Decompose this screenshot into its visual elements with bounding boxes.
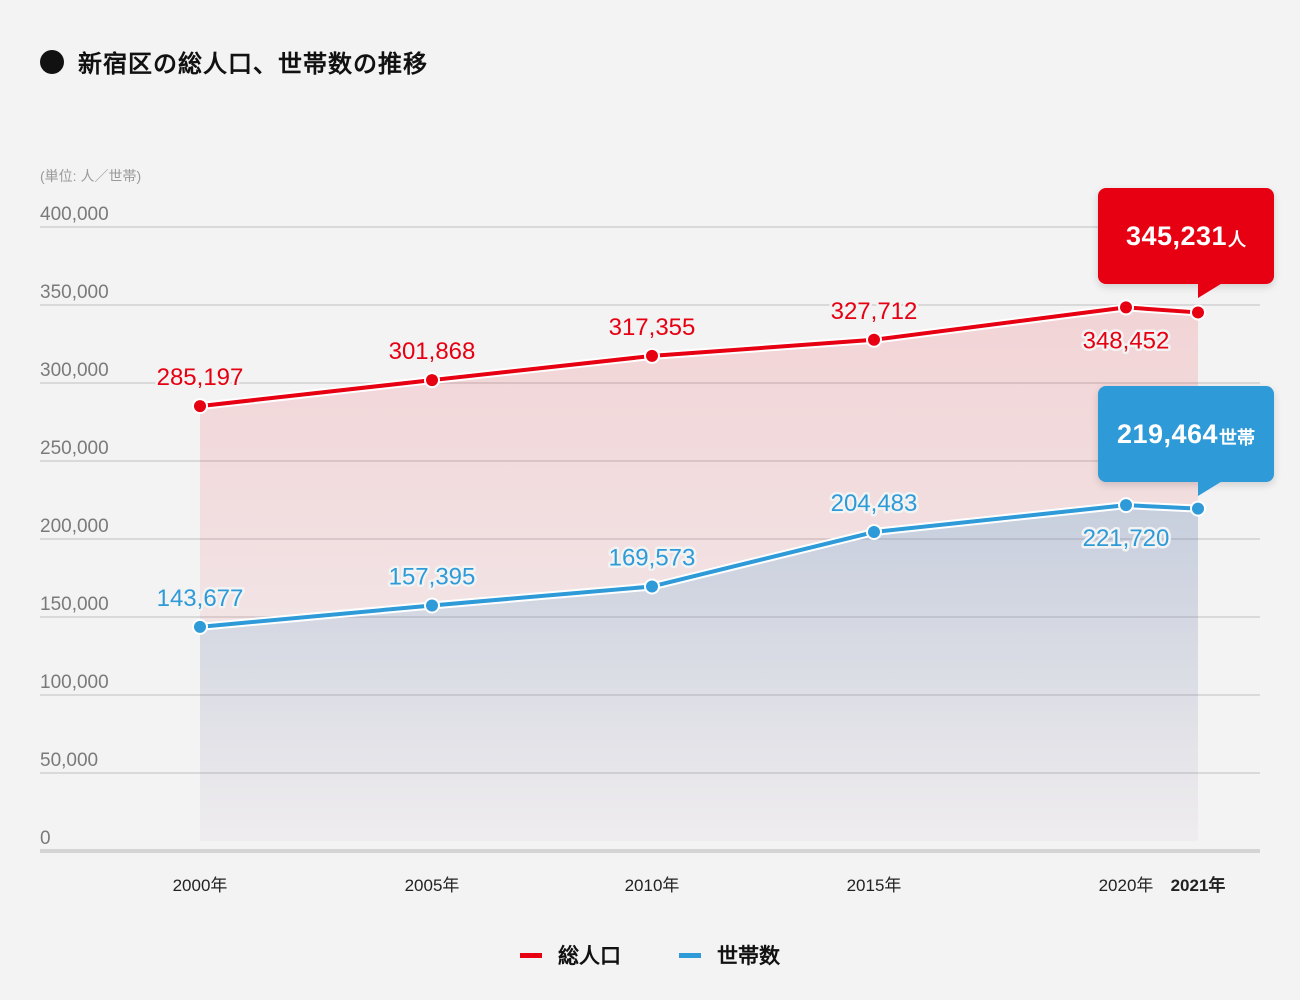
population-data-point [194,400,206,413]
x-tick-label: 2020年 [1099,876,1154,895]
households-data-label: 157,395 [389,563,476,590]
legend-swatch-population [520,952,542,958]
households-data-point [194,620,206,633]
y-tick-label: 100,000 [40,672,109,693]
x-tick-label: 2015年 [847,876,902,895]
population-data-label: 327,712 [831,298,918,325]
households-data-label: 204,483 [831,490,918,517]
y-tick-label: 0 [40,828,51,849]
x-axis: 2000年 2005年 2010年 2015年 2020年 2021年 [173,875,1226,895]
legend-label: 総人口 [558,944,621,968]
legend-swatch-households [679,952,701,958]
population-data-point [646,349,658,362]
callout-tail [1198,282,1224,298]
line-layer [192,299,1206,635]
population-line [199,305,1199,409]
x-tick-label: 2010年 [625,876,680,895]
y-tick-label: 300,000 [40,360,109,381]
population-callout: 345,231 人 [1098,188,1274,298]
population-data-label: 317,355 [609,314,696,341]
callout-tail [1198,480,1224,496]
y-tick-label: 250,000 [40,438,109,459]
y-tick-label: 350,000 [40,282,109,303]
households-data-point [868,526,880,539]
chart-title: 新宿区の総人口、世帯数の推移 [40,44,428,79]
households-data-point [1120,499,1132,512]
x-tick-label: 2021年 [1171,875,1226,895]
households-data-label: 221,720 [1083,525,1170,552]
population-data-point [1120,301,1132,314]
households-area [200,505,1198,841]
label-layer: 285,197 301,868 317,355 327,712 348,452 143,6… [154,295,1172,614]
households-line [199,503,1199,629]
households-data-label: 169,573 [609,544,696,571]
callout-value: 345,231 [1125,220,1228,251]
callout-unit: 世帯 [1219,428,1256,448]
households-data-label: 143,677 [157,585,244,612]
y-tick-label: 400,000 [40,204,109,225]
legend: 総人口 世帯数 [0,940,1300,970]
y-tick-label: 150,000 [40,594,109,615]
households-data-point [426,599,438,612]
population-data-point [868,333,880,346]
population-data-label: 285,197 [157,364,244,391]
x-tick-label: 2000年 [173,876,228,895]
bullet-icon [40,49,64,74]
y-tick-label: 200,000 [40,516,109,537]
legend-item-households[interactable]: 世帯数 [679,940,780,970]
households-data-point [646,580,658,593]
callout-unit: 人 [1228,230,1247,250]
legend-label: 世帯数 [717,944,780,968]
x-tick-label: 2005年 [405,876,460,895]
chart-title-text: 新宿区の総人口、世帯数の推移 [78,50,428,78]
population-data-label: 348,452 [1083,327,1170,354]
households-callout: 219,464 世帯 [1098,386,1274,496]
callout-value: 219,464 [1116,418,1219,449]
y-tick-label: 50,000 [40,750,98,771]
households-data-point [1192,502,1204,515]
population-data-point [426,374,438,387]
unit-label: (単位: 人／世帯) [40,168,142,184]
legend-item-population[interactable]: 総人口 [520,940,621,970]
population-data-label: 301,868 [389,338,476,365]
population-data-point [1192,306,1204,319]
